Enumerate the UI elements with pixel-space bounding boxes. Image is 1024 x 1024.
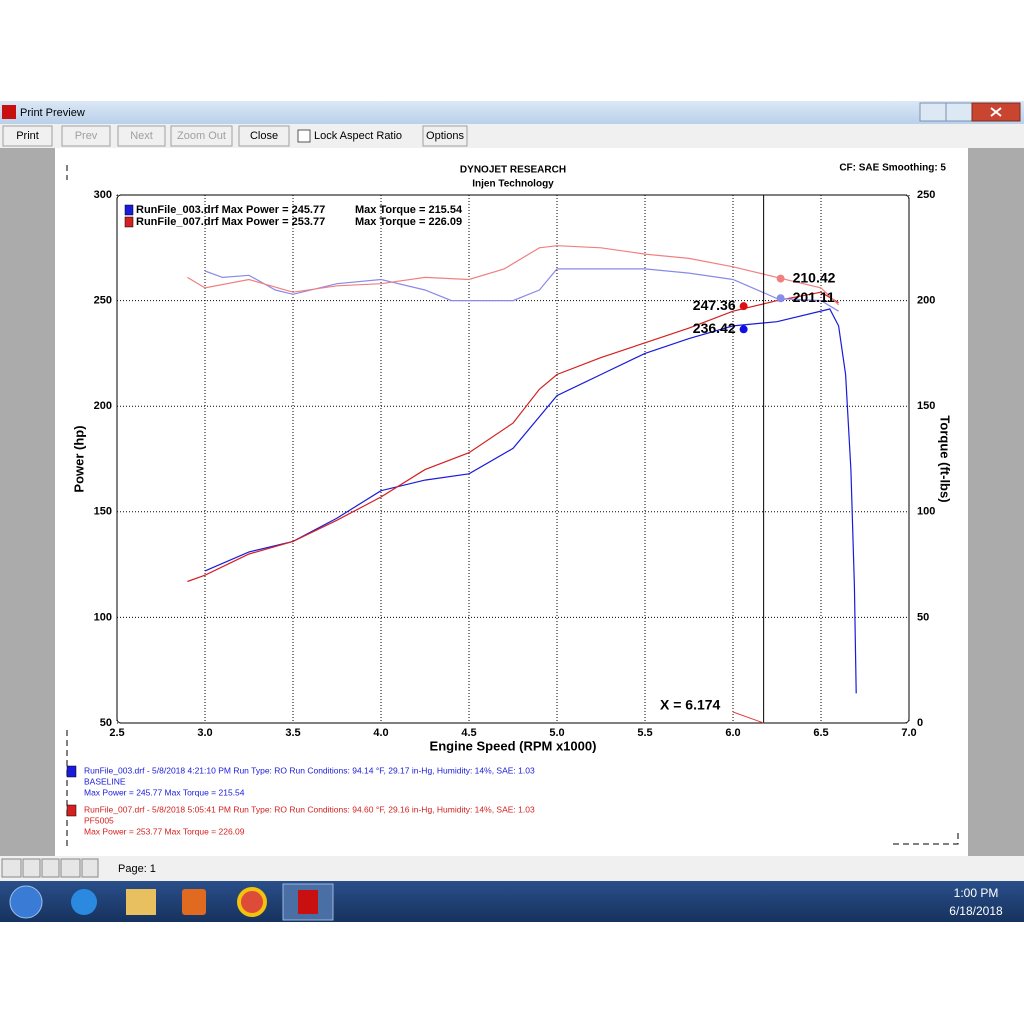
x-tick-label: 4.0 — [373, 727, 388, 739]
x-tick-label: 2.5 — [109, 727, 124, 739]
series-line — [204, 268, 839, 312]
settings: CF: SAE Smoothing: 5 — [839, 163, 946, 174]
page-border — [66, 165, 959, 850]
page-number: Page: 1 — [118, 863, 156, 875]
checkbox[interactable] — [297, 129, 311, 143]
toolbar-button — [61, 125, 111, 147]
page-icon[interactable] — [81, 858, 99, 878]
value-label: 201.11 — [793, 289, 835, 305]
y-tick-label: 150 — [94, 506, 112, 518]
y2-axis-title: Torque (ft-lbs) — [938, 415, 953, 502]
close-x — [990, 107, 1002, 117]
run-line: Max Power = 253.77 Max Torque = 226.09 — [84, 826, 245, 836]
app-icon — [2, 105, 16, 119]
run-line: BASELINE — [84, 776, 126, 786]
button-label: Close — [250, 130, 278, 142]
chrome-icon[interactable] — [237, 887, 267, 917]
run-line: RunFile_007.drf - 5/8/2018 5:05:41 PM Ru… — [84, 804, 535, 814]
run-line: Max Power = 245.77 Max Torque = 215.54 — [84, 787, 245, 797]
x-tick-label: 5.5 — [637, 727, 652, 739]
clock-date: 6/18/2018 — [949, 904, 1003, 918]
value-marker — [739, 325, 748, 334]
explorer-icon[interactable] — [126, 889, 156, 915]
minimize[interactable] — [919, 102, 947, 122]
chart-title: DYNOJET RESEARCH — [460, 165, 566, 176]
chart-subtitle: Injen Technology — [472, 179, 554, 190]
button-label: Zoom Out — [177, 130, 226, 142]
toolbar-button — [117, 125, 166, 147]
cursor-pointer — [732, 711, 764, 724]
button-label: Prev — [75, 130, 98, 142]
clock-time: 1:00 PM — [954, 886, 999, 900]
run-line: PF5005 — [84, 815, 114, 825]
next-page[interactable] — [41, 858, 60, 878]
series-line — [187, 245, 840, 306]
status-bar — [0, 856, 1024, 881]
series-line — [187, 291, 839, 583]
y2-tick-label: 250 — [917, 189, 935, 201]
run-info: RunFile_003.drf - 5/8/2018 4:21:10 PM Ru… — [66, 765, 535, 836]
x-tick-label: 6.0 — [725, 727, 740, 739]
legend-entry: Max Torque = 215.54 — [355, 204, 463, 216]
toolbar-button — [170, 125, 233, 147]
checkbox-label: Lock Aspect Ratio — [314, 130, 402, 142]
ie-icon[interactable] — [71, 889, 97, 915]
legend-entry: RunFile_007.drf Max Power = 253.77 — [136, 216, 325, 228]
taskbar — [0, 881, 1024, 922]
value-marker — [776, 294, 785, 303]
button-label: Options — [426, 130, 464, 142]
legend-entry: Max Torque = 226.09 — [355, 216, 462, 228]
value-label: 247.36 — [693, 297, 736, 313]
last-page[interactable] — [60, 858, 81, 878]
x-tick-label: 3.5 — [285, 727, 300, 739]
y2-tick-label: 50 — [917, 611, 929, 623]
run-swatch — [66, 804, 77, 817]
legend-swatch — [124, 204, 134, 216]
first-page[interactable] — [1, 858, 22, 878]
toolbar-button[interactable] — [422, 125, 468, 147]
x-axis-title: Engine Speed (RPM x1000) — [430, 738, 597, 753]
y-tick-label: 250 — [94, 295, 112, 307]
y-tick-label: 200 — [94, 400, 112, 412]
plot-area — [116, 194, 910, 724]
value-label: 236.42 — [693, 320, 736, 336]
x-tick-label: 5.0 — [549, 727, 564, 739]
toolbar-buttons: Print Prev Next Zoom Out Close Lock Aspect Ra… — [2, 125, 468, 147]
y2-tick-label: 200 — [917, 295, 935, 307]
media-icon[interactable] — [182, 889, 206, 915]
x-tick-label: 7.0 — [901, 727, 916, 739]
chart: DYNOJET RESEARCH Injen Technology CF: SAE … — [71, 163, 952, 754]
dynojet-icon — [298, 890, 318, 914]
cursor-label: X = 6.174 — [660, 697, 721, 713]
y2-tick-label: 100 — [917, 506, 935, 518]
x-tick-label: 6.5 — [813, 727, 828, 739]
prev-page[interactable] — [22, 858, 41, 878]
run-swatch — [66, 765, 77, 778]
start-button[interactable] — [9, 885, 43, 919]
value-marker — [739, 302, 748, 311]
y-tick-label: 50 — [100, 717, 112, 729]
x-tick-label: 4.5 — [461, 727, 476, 739]
button-label: Print — [16, 130, 39, 142]
value-label: 210.42 — [793, 269, 836, 285]
series-line — [204, 308, 857, 694]
x-tick-label: 3.0 — [197, 727, 212, 739]
y-axis-title: Power (hp) — [71, 425, 86, 492]
y-tick-label: 300 — [94, 189, 112, 201]
page-nav — [1, 858, 99, 878]
y2-tick-label: 150 — [917, 400, 935, 412]
run-line: RunFile_003.drf - 5/8/2018 4:21:10 PM Ru… — [84, 765, 535, 775]
value-marker — [776, 274, 785, 283]
y-tick-label: 100 — [94, 611, 112, 623]
title-bar — [0, 101, 1024, 124]
toolbar-button[interactable] — [238, 125, 290, 147]
legend-swatch — [124, 216, 134, 228]
y2-tick-label: 0 — [917, 717, 923, 729]
toolbar-button[interactable] — [2, 125, 53, 147]
window-title: Print Preview — [20, 107, 85, 119]
button-label: Next — [130, 130, 153, 142]
legend-entry: RunFile_003.drf Max Power = 245.77 — [136, 204, 325, 216]
maximize[interactable] — [945, 102, 973, 122]
